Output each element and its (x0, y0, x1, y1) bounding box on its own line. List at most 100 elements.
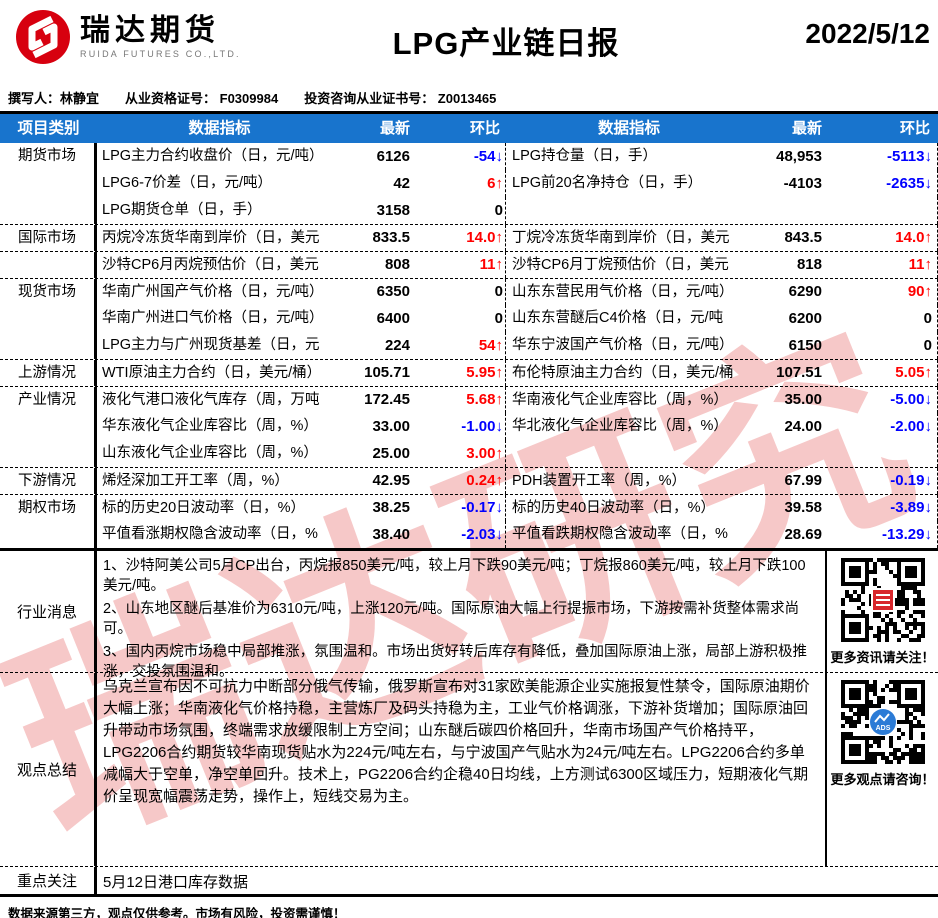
change-value-right: 0 (822, 305, 938, 332)
category-cell (0, 170, 97, 197)
latest-value-left: 172.45 (364, 391, 410, 408)
indicator-cell-left: LPG6-7价差（日，元/吨） (102, 175, 272, 191)
latest-value-left: 224 (384, 337, 410, 354)
indicator-cell-left: LPG主力与广州现货基差（日，元 (102, 337, 320, 353)
qr-panel-contact: ADS 更多观点请咨询！ (825, 673, 938, 866)
company-name-en: RUIDA FUTURES CO.,LTD. (80, 49, 241, 59)
indicator-cell-right: PDH装置开工率（周，%） (512, 473, 687, 489)
table-row: 华南广州进口气价格（日，元/吨） 6400 0 山东东营醚后C4价格（日，元/吨… (0, 305, 938, 332)
section-industry-news: 行业消息 1、沙特阿美公司5月CP出台，丙烷报850美元/吨，较上月下跌90美元… (0, 551, 938, 680)
change-value-left: 0 (410, 305, 506, 332)
qr-code-contact-icon: ADS (839, 679, 926, 765)
indicator-cell-right: 标的历史40日波动率（日，%） (512, 500, 716, 516)
latest-value-right: 6150 (788, 337, 822, 354)
table-row: 沙特CP6月丙烷预估价（日，美元 808 11↑ 沙特CP6月丁烷预估价（日，美… (0, 251, 938, 278)
company-logo: 瑞达期货 RUIDA FUTURES CO.,LTD. (12, 6, 302, 68)
latest-value-left: 42 (393, 175, 410, 192)
latest-value-right: 39.58 (784, 499, 822, 516)
change-value-left: 11↑ (410, 252, 506, 278)
advisory-license-number: 投资咨询从业证书号： Z0013465 (304, 91, 497, 106)
indicator-cell-right: 华北液化气企业库容比（周，%） (512, 418, 728, 434)
col-indicator2-header: 数据指标 (597, 120, 660, 137)
indicator-cell-left: LPG主力合约收盘价（日，元/吨） (102, 148, 324, 164)
change-value-left: 0 (410, 197, 506, 224)
latest-value-right: 107.51 (776, 364, 822, 381)
indicator-cell-right: 布伦特原油主力合约（日，美元/桶 (512, 365, 734, 381)
news-line: 3、国内丙烷市场稳中局部推涨，氛围温和。市场出货好转后库存有降低，叠加国际原油上… (103, 644, 808, 680)
latest-value-right: -4103 (783, 175, 822, 192)
indicator-cell-right: 平值看跌期权隐含波动率（日，% (512, 526, 728, 542)
disclaimer: 数据来源第三方，观点仅供参考。市场有风险，投资需谨慎！ (8, 907, 346, 918)
latest-value-right: 843.5 (784, 229, 822, 246)
indicator-cell-left: 山东液化气企业库容比（周，%） (102, 445, 318, 461)
indicator-cell-right: LPG持仓量（日，手） (512, 148, 658, 164)
change-value-right: -2.00↓ (822, 413, 938, 440)
change-value-right: -5.00↓ (822, 387, 938, 413)
change-value-right (822, 440, 938, 467)
table-row: LPG期货仓单（日，手） 3158 0 (0, 197, 938, 224)
section-label: 重点关注 (0, 867, 97, 894)
indicator-cell-left: LPG期货仓单（日，手） (102, 202, 262, 218)
table-row: 山东液化气企业库容比（周，%） 25.00 3.00↑ (0, 440, 938, 467)
indicator-cell-left: WTI原油主力合约（日，美元/桶） (102, 365, 322, 381)
news-line: 1、沙特阿美公司5月CP出台，丙烷报850美元/吨，较上月下跌90美元/吨；丁烷… (103, 558, 806, 594)
indicator-cell-right (506, 440, 752, 467)
report-header: 瑞达期货 RUIDA FUTURES CO.,LTD. LPG产业链日报 202… (0, 0, 938, 86)
change-value-left: 3.00↑ (410, 440, 506, 467)
industry-news-text: 1、沙特阿美公司5月CP出台，丙烷报850美元/吨，较上月下跌90美元/吨；丁烷… (97, 551, 825, 680)
category-cell (0, 521, 97, 548)
latest-value-left: 42.95 (372, 472, 410, 489)
table-row: 国际市场 丙烷冷冻货华南到岸价（日，美元 833.5 14.0↑ 丁烷冷冻货华南… (0, 224, 938, 251)
latest-value-right: 28.69 (784, 526, 822, 543)
indicator-cell-left: 丙烷冷冻货华南到岸价（日，美元 (102, 230, 320, 246)
ruida-logo-icon (16, 10, 70, 64)
change-value-right: 0 (822, 332, 938, 359)
category-cell (0, 252, 97, 278)
indicator-cell-left: 沙特CP6月丙烷预估价（日，美元 (102, 257, 319, 273)
table-row: 期权市场 标的历史20日波动率（日，%） 38.25 -0.17↓ 标的历史40… (0, 494, 938, 521)
section-key-focus: 重点关注 5月12日港口库存数据 (0, 866, 938, 897)
latest-value-right: 6200 (788, 310, 822, 327)
latest-value-left: 105.71 (364, 364, 410, 381)
change-value-right: 5.05↑ (822, 360, 938, 386)
col-chg1-header: 环比 (469, 120, 500, 137)
change-value-left: -1.00↓ (410, 413, 506, 440)
category-cell: 现货市场 (0, 279, 97, 305)
viewpoint-text: 乌克兰宣布因不可抗力中断部分俄气传输，俄罗斯宣布对31家欧美能源企业实施报复性禁… (103, 678, 810, 805)
col-latest1-header: 最新 (379, 120, 410, 137)
change-value-right (822, 197, 938, 224)
latest-value-left: 33.00 (372, 418, 410, 435)
license-number: 从业资格证号： F0309984 (125, 91, 279, 106)
indicator-cell-left: 标的历史20日波动率（日，%） (102, 500, 306, 516)
change-value-left: -0.17↓ (410, 495, 506, 521)
indicator-cell-right: LPG前20名净持仓（日，手） (512, 175, 703, 191)
category-cell: 上游情况 (0, 360, 97, 386)
latest-value-right: 67.99 (784, 472, 822, 489)
table-row: LPG主力与广州现货基差（日，元 224 54↑ 华东宁波国产气价格（日，元/吨… (0, 332, 938, 359)
indicator-cell-right: 丁烷冷冻货华南到岸价（日，美元 (512, 230, 730, 246)
change-value-left: -54↓ (410, 143, 506, 170)
svg-text:ADS: ADS (875, 725, 890, 732)
change-value-left: 0.24↑ (410, 468, 506, 494)
data-table: 期货市场 LPG主力合约收盘价（日，元/吨） 6126 -54↓ LPG持仓量（… (0, 143, 938, 551)
section-viewpoint-summary: 观点总结 乌克兰宣布因不可抗力中断部分俄气传输，俄罗斯宣布对31家欧美能源企业实… (0, 672, 938, 866)
author: 撰写人：林静宜 (8, 91, 100, 106)
change-value-right: -5113↓ (822, 143, 938, 170)
change-value-left: 14.0↑ (410, 225, 506, 251)
indicator-cell-left: 华南广州国产气价格（日，元/吨） (102, 284, 324, 300)
latest-value-left: 38.25 (372, 499, 410, 516)
change-value-right: -0.19↓ (822, 468, 938, 494)
latest-value-right: 24.00 (784, 418, 822, 435)
company-name: 瑞达期货 (80, 14, 220, 47)
category-cell: 产业情况 (0, 387, 97, 413)
latest-value-right: 48,953 (776, 148, 822, 165)
qr-code-news-icon (839, 557, 926, 643)
indicator-cell-right: 山东东营醚后C4价格（日，元/吨 (512, 310, 724, 326)
qr-caption-news: 更多资讯请关注！ (830, 650, 935, 665)
latest-value-left: 6350 (376, 283, 410, 300)
col-indicator1-header: 数据指标 (188, 120, 251, 137)
category-cell: 下游情况 (0, 468, 97, 494)
section-label: 行业消息 (0, 551, 97, 672)
report-date: 2022/5/12 (805, 18, 930, 49)
change-value-left: -2.03↓ (410, 521, 506, 548)
